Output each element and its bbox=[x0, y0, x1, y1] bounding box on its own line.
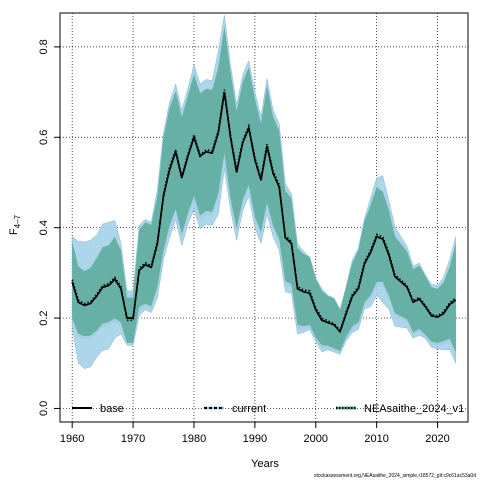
axes: 1960 1970 1980 1990 2000 2010 2020 0.0 0.2 0.4 0.6… bbox=[38, 12, 469, 445]
confidence-bands bbox=[71, 15, 457, 369]
y-tick-label-3: 0.6 bbox=[38, 130, 50, 145]
y-axis-title: F4–7 bbox=[8, 214, 22, 235]
y-axis-title-main: F bbox=[8, 228, 20, 235]
source-footnote: stockassessment.org,NEAsaithe_2024_simpl… bbox=[314, 473, 476, 479]
y-tick-label-4: 0.8 bbox=[38, 39, 50, 54]
band-NEAsaithe_2024_v1 bbox=[72, 26, 456, 352]
svg-text:F4–7: F4–7 bbox=[8, 214, 22, 235]
x-tick-label-2020: 2020 bbox=[425, 433, 449, 445]
x-tick-label-1970: 1970 bbox=[121, 433, 145, 445]
series-line-NEAsaithe_2024_v1 bbox=[71, 89, 457, 333]
x-axis-title: Years bbox=[251, 458, 279, 470]
legend-label-NEAsaithe_2024_v1: NEAsaithe_2024_v1 bbox=[364, 403, 464, 415]
legend-label-base: base bbox=[100, 403, 124, 415]
y-tick-label-1: 0.2 bbox=[38, 310, 50, 325]
plot-border bbox=[59, 12, 469, 423]
series-lines bbox=[71, 89, 457, 334]
x-tick-label-1980: 1980 bbox=[182, 433, 206, 445]
x-tick-label-2000: 2000 bbox=[304, 433, 328, 445]
y-axis-title-subscript: 4–7 bbox=[13, 214, 22, 228]
legend-label-current: current bbox=[232, 403, 266, 415]
legend: base current NEAsaithe_2024_v1 bbox=[72, 403, 464, 415]
y-tick-label-2: 0.4 bbox=[38, 220, 50, 235]
y-tick-label-0: 0.0 bbox=[38, 401, 50, 416]
x-tick-label-1960: 1960 bbox=[60, 433, 84, 445]
x-tick-label-1990: 1990 bbox=[243, 433, 267, 445]
x-tick-label-2010: 2010 bbox=[364, 433, 388, 445]
